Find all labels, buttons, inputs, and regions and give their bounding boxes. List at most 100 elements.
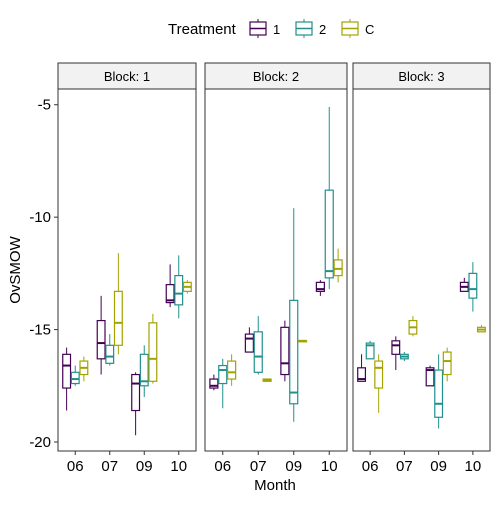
box-07-C	[113, 253, 123, 355]
box-body	[218, 364, 228, 385]
box-body	[374, 360, 384, 389]
box-09-2	[139, 345, 149, 398]
box-body	[148, 322, 158, 382]
box-10-C	[333, 248, 343, 283]
box-07-1	[244, 327, 254, 353]
x-tick-label: 10	[465, 458, 482, 475]
panel: Block: 3 06 07 09 10	[352, 62, 491, 475]
box-07-2	[253, 316, 263, 375]
box-09-2	[289, 208, 299, 422]
x-axis-title: Month	[254, 477, 296, 494]
box-body	[280, 326, 290, 376]
box-06-1	[62, 347, 72, 411]
box-body	[468, 272, 478, 299]
box-body	[289, 299, 299, 405]
box-body	[365, 342, 375, 360]
legend-label: C	[365, 22, 374, 37]
box-10-2	[324, 106, 334, 290]
panel-plot-area	[204, 88, 348, 452]
box-10-1	[315, 280, 325, 296]
x-tick-label: 09	[430, 458, 447, 475]
box-07-2	[105, 334, 115, 366]
x-tick-label: 09	[136, 458, 153, 475]
box-body	[174, 275, 184, 306]
box-06-C	[79, 356, 89, 382]
box-body	[139, 353, 149, 387]
panel: Block: 1 06 07 09 10	[57, 62, 197, 475]
box-09-1	[280, 320, 290, 382]
box-body	[333, 259, 343, 277]
panel-strip	[57, 62, 197, 90]
box-09-C	[148, 313, 158, 384]
x-tick-label: 10	[170, 458, 187, 475]
panel-strip-label: Block: 2	[253, 69, 299, 84]
x-tick-label: 07	[396, 458, 413, 475]
box-body	[165, 284, 175, 304]
box-10-C	[182, 280, 192, 294]
panel-strip-label: Block: 3	[398, 69, 444, 84]
box-10-2	[174, 255, 184, 319]
box-07-1	[391, 336, 401, 371]
panel-strip-label: Block: 1	[104, 69, 150, 84]
x-tick-label: 09	[285, 458, 302, 475]
panel-plot-area	[352, 88, 491, 452]
box-body	[253, 331, 263, 373]
y-tick-label: -20	[29, 434, 51, 451]
panel-strip	[352, 62, 491, 90]
box-body	[70, 371, 80, 385]
box-07-1	[96, 295, 106, 375]
box-06-2	[218, 358, 228, 409]
box-06-2	[70, 365, 80, 386]
box-07-C	[262, 378, 272, 382]
x-tick-label: 06	[214, 458, 231, 475]
legend-entry: 2	[295, 19, 326, 38]
box-07-C	[408, 316, 418, 337]
box-body	[324, 189, 334, 279]
x-tick-label: 06	[362, 458, 379, 475]
box-09-2	[434, 354, 444, 429]
legend: Treatment 1 2 C	[168, 19, 374, 38]
box-body	[227, 360, 237, 380]
box-09-C	[442, 347, 452, 382]
box-09-1	[425, 365, 435, 387]
box-10-C	[476, 325, 486, 333]
x-tick-label: 06	[67, 458, 84, 475]
box-06-1	[357, 354, 367, 382]
box-06-C	[374, 354, 384, 413]
box-body	[434, 369, 444, 418]
box-06-C	[227, 354, 237, 386]
y-tick-label: -15	[29, 322, 51, 339]
box-body	[96, 319, 106, 360]
box-body	[244, 333, 254, 353]
box-body	[62, 353, 72, 389]
y-axis-title: OvSMOW	[7, 235, 24, 303]
y-tick-label: -5	[38, 97, 51, 114]
box-10-1	[165, 264, 175, 308]
box-07-2	[399, 352, 409, 362]
box-body	[442, 351, 452, 376]
x-tick-label: 07	[101, 458, 118, 475]
box-06-1	[209, 374, 219, 391]
box-06-2	[365, 340, 375, 360]
panel-strip	[204, 62, 348, 90]
legend-label: 1	[273, 22, 280, 37]
legend-entry: C	[341, 19, 374, 38]
y-axis: -5 -10 -15 -20	[29, 97, 58, 451]
panel: Block: 2 06 07 09 10	[204, 62, 348, 475]
box-body	[209, 378, 219, 389]
x-tick-label: 07	[250, 458, 267, 475]
box-body	[425, 367, 435, 387]
box-body	[315, 281, 325, 292]
legend-entry: 1	[249, 19, 280, 38]
box-body	[357, 367, 367, 382]
box-10-2	[468, 262, 478, 312]
panel-plot-area	[57, 88, 197, 452]
legend-entries: 1 2 C	[249, 19, 374, 38]
x-tick-label: 10	[321, 458, 338, 475]
legend-label: 2	[319, 22, 326, 37]
legend-title: Treatment	[168, 21, 237, 38]
box-body	[391, 340, 401, 355]
y-tick-label: -10	[29, 209, 51, 226]
